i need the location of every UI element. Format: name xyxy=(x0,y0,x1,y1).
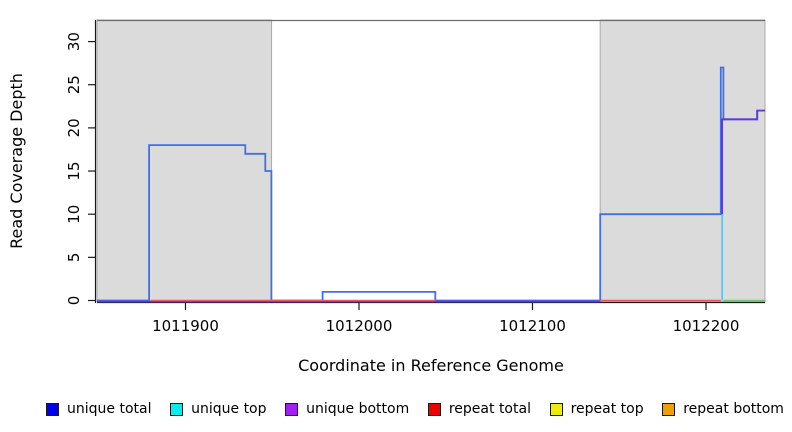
legend-item-repeat-bottom: repeat bottom xyxy=(662,401,784,417)
legend-label: unique bottom xyxy=(306,401,410,417)
y-tick-label: 5 xyxy=(65,253,83,263)
legend: unique total unique top unique bottom repea… xyxy=(46,396,784,422)
legend-item-repeat-total: repeat total xyxy=(427,401,531,417)
legend-label: unique total xyxy=(67,401,152,417)
x-tick-label: 1011900 xyxy=(152,317,219,335)
legend-item-repeat-top: repeat top xyxy=(549,401,644,417)
legend-swatch xyxy=(285,402,299,416)
x-tick-label: 1012200 xyxy=(673,317,740,335)
legend-item-unique-bottom: unique bottom xyxy=(285,401,409,417)
repeat-region-right xyxy=(599,19,766,303)
tick-labels-layer: 1011900 1012000 1012100 1012200 0 5 10 15 20 25 30 xyxy=(65,32,739,335)
legend-swatch xyxy=(427,402,441,416)
x-tick-label: 1012100 xyxy=(499,317,566,335)
y-tick-label: 15 xyxy=(65,161,83,180)
legend-label: unique top xyxy=(191,401,267,417)
x-axis-title: Coordinate in Reference Genome xyxy=(298,356,564,375)
y-tick-label: 25 xyxy=(65,75,83,94)
legend-swatch xyxy=(549,402,563,416)
series-line-unique-total xyxy=(97,66,765,302)
legend-item-unique-top: unique top xyxy=(170,401,267,417)
series-lines-layer xyxy=(97,66,765,303)
y-tick-label: 20 xyxy=(65,118,83,137)
plot-canvas: 1011900 1012000 1012100 1012200 0 5 10 15 20 25 30… xyxy=(7,19,766,375)
y-tick-label: 10 xyxy=(65,205,83,224)
repeat-region-left xyxy=(96,19,273,303)
shaded-regions-layer xyxy=(96,19,766,303)
y-tick-label: 30 xyxy=(65,32,83,51)
series-line-unique-bottom xyxy=(721,109,765,215)
y-axis-title: Read Coverage Depth xyxy=(7,73,26,249)
legend-label: repeat total xyxy=(448,401,531,417)
legend-swatch xyxy=(46,402,59,416)
axes-layer xyxy=(88,20,765,310)
legend-swatch xyxy=(170,402,184,416)
legend-label: repeat top xyxy=(570,401,644,417)
legend-label: repeat bottom xyxy=(683,401,784,417)
legend-swatch xyxy=(662,402,676,416)
legend-item-unique-total: unique total xyxy=(46,401,151,417)
x-tick-label: 1012000 xyxy=(326,317,393,335)
y-tick-label: 0 xyxy=(65,296,83,306)
